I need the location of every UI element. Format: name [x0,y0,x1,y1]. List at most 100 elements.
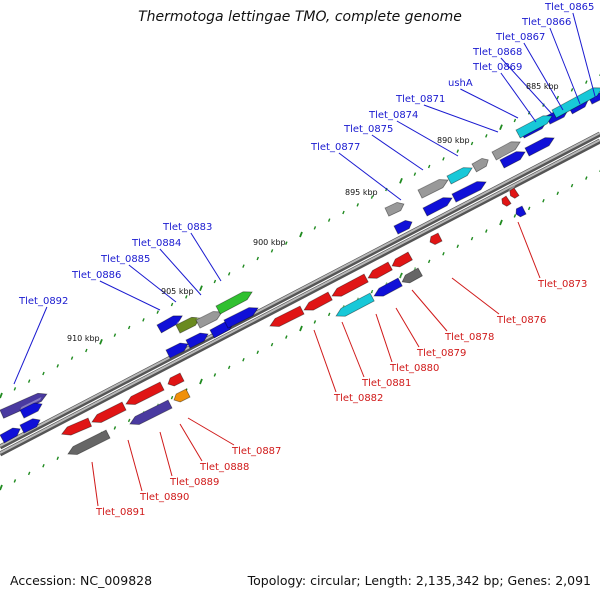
minor-tick [327,218,331,222]
major-tick [499,124,503,131]
minor-tick [570,88,574,92]
forward-gene-arrow [165,337,189,359]
scale-label-910-kbp: 910 kbp [67,334,100,343]
scale-label-905-kbp: 905 kbp [161,287,194,296]
minor-tick [285,241,288,245]
minor-tick [242,264,245,268]
minor-tick [470,236,474,241]
forward-gene-arrow [19,397,43,419]
gene-label-tlet-0871: Tlet_0871 [395,94,445,105]
minor-tick [127,325,131,330]
gene-label-tlet-0867: Tlet_0867 [495,32,545,43]
minor-tick [213,279,217,284]
leader-line [500,57,553,115]
forward-gene-arrow [19,413,41,434]
leader-line [99,280,161,311]
leader-line [572,12,597,101]
reverse-gene-arrow [268,303,305,327]
accession-text: Accession: NC_009828 [10,573,153,588]
reverse-gene-arrow [514,203,527,218]
forward-gene-arrow [446,161,473,185]
minor-tick [85,348,88,353]
major-tick [99,338,103,345]
minor-tick [313,226,317,230]
reverse-gene-arrow [334,290,375,317]
gene-label-tlet-0880: Tlet_0880 [389,363,439,374]
gene-label-tlet-0889: Tlet_0889 [169,477,219,488]
minor-tick [413,267,417,271]
minor-tick [527,206,531,211]
leader-line [395,307,420,348]
minor-tick [556,191,559,195]
minor-tick [556,95,559,100]
scale-labels: 885 kbp 890 kbp 895 kbp 900 kbp 905 kbp 910 k… [67,82,559,343]
gene-label-tlet-0874: Tlet_0874 [368,110,418,121]
minor-tick [170,302,174,307]
minor-tick [213,373,217,377]
major-tick [0,392,3,399]
leader-line [190,232,222,282]
leader-line [451,277,500,315]
reverse-gene-arrow [302,289,333,311]
minor-tick [542,199,545,203]
gene-label-tlet-0887: Tlet_0887 [231,446,281,457]
forward-gene-arrow [393,215,413,235]
minor-tick [170,395,174,400]
minor-tick [285,335,288,339]
gene-label-tlet-0865: Tlet_0865 [544,2,594,13]
minor-tick [570,183,574,188]
gene-label-tlet-0881: Tlet_0881 [361,378,411,389]
minor-tick [13,387,17,391]
scale-label-900-kbp: 900 kbp [253,238,286,247]
reverse-gene-arrow [124,379,165,405]
major-tick [199,378,203,385]
leader-line [128,264,177,303]
minor-tick [585,80,588,84]
minor-tick [113,333,117,337]
gene-label-tlet-0877: Tlet_0877 [310,142,360,153]
minor-tick [70,356,74,360]
reverse-gene-arrow [330,271,369,297]
major-tick [399,272,403,279]
leader-line [423,104,499,133]
leader-line [396,120,459,157]
leader-line [313,329,337,393]
scale-label-890-kbp: 890 kbp [437,136,470,145]
forward-gene-arrow [491,135,521,161]
forward-gene-arrow [422,191,453,217]
minor-tick [127,418,131,423]
gene-label-tlet-0878: Tlet_0878 [444,332,494,343]
gene-label-tlet-0883: Tlet_0883 [162,222,212,233]
minor-tick [270,342,274,347]
minor-tick [156,310,159,314]
leader-line [341,321,365,378]
leader-line [517,221,541,279]
minor-tick [142,318,145,322]
minor-tick [485,134,488,138]
minor-tick [227,365,231,370]
leader-line [159,248,202,296]
gene-label-tlet-0868: Tlet_0868 [472,47,522,58]
major-tick [299,325,303,332]
gene-label-tlet-0884: Tlet_0884 [131,238,181,249]
forward-gene-arrow [384,197,405,217]
tick-marks [0,73,600,491]
minor-tick [256,350,259,354]
scale-label-885-kbp: 885 kbp [526,82,559,91]
minor-tick [456,244,459,248]
reverse-gene-arrow [400,265,423,284]
leader-line [187,417,235,446]
leader-line [549,27,581,105]
minor-tick [242,358,245,362]
topology-text: Topology: circular; Length: 2,135,342 bp… [247,573,591,588]
forward-gene-arrow [185,327,209,349]
gene-label-tlet-0885: Tlet_0885 [100,254,150,265]
minor-tick [256,256,259,261]
forward-gene-arrow [195,305,223,329]
leader-line [523,42,564,111]
minor-tick [27,471,31,476]
minor-tick [413,172,417,176]
gene-label-tlet-0879: Tlet_0879 [416,348,466,359]
